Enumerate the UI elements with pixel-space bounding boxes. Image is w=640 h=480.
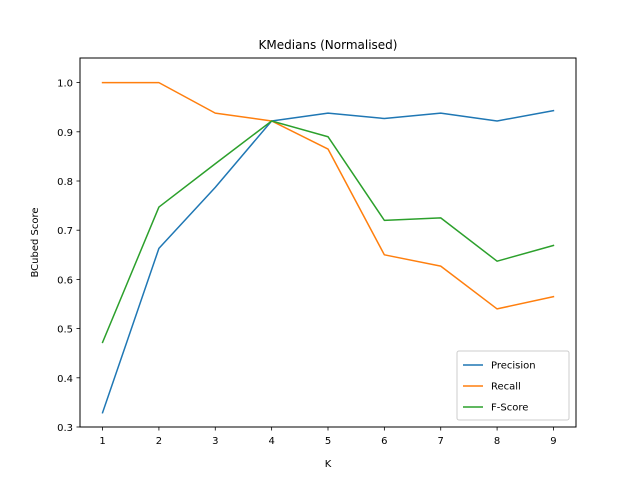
x-tick-label: 9: [550, 436, 556, 447]
series-line-f-score: [101, 120, 555, 344]
y-tick-label: 0.8: [57, 177, 73, 188]
legend: Precision Recall F-Score: [456, 350, 570, 421]
y-axis-ticks: 0.3 0.4 0.5 0.6 0.7 0.8 0.9 1.0: [57, 79, 80, 434]
legend-box: [456, 350, 570, 421]
chart-title: KMedians (Normalised): [259, 38, 398, 52]
series-lines: [101, 81, 555, 414]
x-tick-label: 8: [494, 436, 500, 447]
legend-label-recall: Recall: [491, 382, 521, 393]
y-tick-label: 0.7: [57, 226, 73, 237]
y-axis-label: BCubed Score: [30, 207, 41, 277]
series-line-recall: [101, 81, 555, 310]
x-tick-label: 1: [99, 436, 105, 447]
series-line-precision: [101, 109, 555, 414]
legend-label-f-score: F-Score: [491, 403, 528, 414]
x-axis-label: K: [325, 459, 332, 470]
x-tick-label: 7: [438, 436, 444, 447]
x-tick-label: 4: [268, 436, 274, 447]
y-tick-label: 1.0: [57, 79, 73, 90]
y-tick-label: 0.9: [57, 128, 73, 139]
x-tick-label: 5: [325, 436, 331, 447]
y-tick-label: 0.6: [57, 275, 73, 286]
y-tick-label: 0.5: [57, 325, 73, 336]
x-tick-label: 2: [156, 436, 162, 447]
x-tick-label: 3: [212, 436, 218, 447]
y-tick-label: 0.3: [57, 423, 73, 434]
y-tick-label: 0.4: [57, 374, 73, 385]
x-axis-ticks: 1 2 3 4 5 6 7 8 9: [99, 427, 557, 447]
legend-label-precision: Precision: [491, 361, 536, 372]
x-tick-label: 6: [381, 436, 387, 447]
